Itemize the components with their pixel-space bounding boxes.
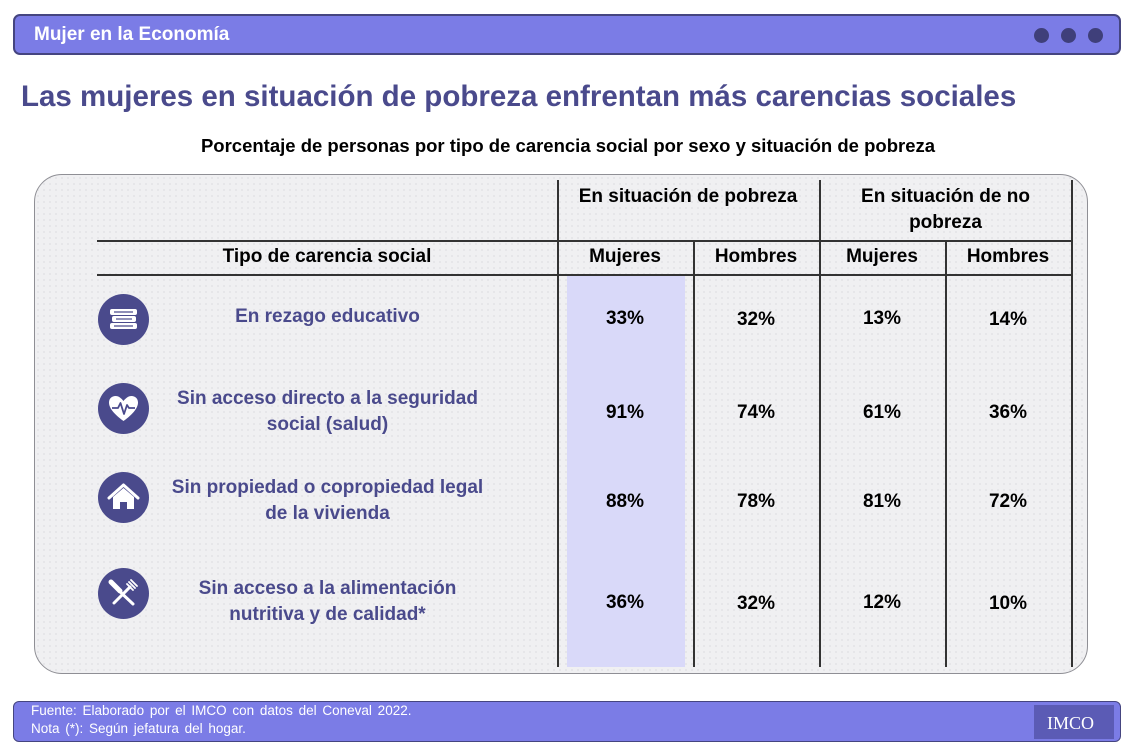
- table-cell: 36%: [605, 592, 645, 613]
- row-label: En rezago educativo: [235, 306, 420, 327]
- table-cell: 78%: [736, 491, 776, 512]
- house-icon: [98, 472, 149, 523]
- grid-line: [97, 240, 1072, 242]
- footnote: Nota (*): Según jefatura del hogar.: [31, 721, 246, 736]
- table-cell: 61%: [862, 402, 902, 423]
- grid-line: [945, 240, 947, 667]
- table-cell: 36%: [988, 402, 1028, 423]
- table-cell: 72%: [988, 491, 1028, 512]
- grid-line: [693, 240, 695, 667]
- grid-line: [1071, 180, 1073, 240]
- table-cell: 32%: [736, 309, 776, 330]
- grid-line: [1071, 240, 1073, 667]
- table-cell: 33%: [605, 308, 645, 329]
- books-icon: [98, 294, 149, 345]
- table-cell: 14%: [988, 309, 1028, 330]
- table-cell: 88%: [605, 491, 645, 512]
- row-label: Sin acceso directo a la seguridad social…: [177, 388, 478, 435]
- imco-logo: IMCO: [1034, 705, 1114, 739]
- table-cell: 12%: [862, 592, 902, 613]
- logo-text: IMCO: [1047, 713, 1095, 733]
- highlight-column: [567, 276, 685, 667]
- grid-line: [97, 274, 1072, 276]
- table-cell: 10%: [988, 593, 1028, 614]
- table-panel: [34, 174, 1088, 674]
- heart-pulse-icon: [98, 383, 149, 434]
- grid-line: [557, 180, 559, 667]
- column-header: Hombres: [966, 246, 1050, 267]
- group-header-pobreza: En situación de pobreza: [578, 186, 798, 207]
- row-label: Sin propiedad o copropiedad legal de la …: [171, 477, 484, 524]
- dot-icon: [1034, 28, 1049, 43]
- header-bar: Mujer en la Economía: [13, 14, 1121, 55]
- table-cell: 81%: [862, 491, 902, 512]
- dot-icon: [1061, 28, 1076, 43]
- grid-line: [819, 180, 821, 667]
- fork-knife-icon: [98, 568, 149, 619]
- table-cell: 91%: [605, 402, 645, 423]
- dot-icon: [1088, 28, 1103, 43]
- table-subtitle: Porcentaje de personas por tipo de caren…: [200, 135, 936, 156]
- table-cell: 13%: [862, 308, 902, 329]
- table-cell: 32%: [736, 593, 776, 614]
- row-label: Sin acceso a la alimentación nutritiva y…: [198, 578, 457, 625]
- column-header: Mujeres: [589, 246, 661, 267]
- row-header-label: Tipo de carencia social: [222, 246, 432, 267]
- header-title: Mujer en la Economía: [34, 24, 230, 45]
- source-note: Fuente: Elaborado por el IMCO con datos …: [31, 703, 412, 718]
- footer-bar: Fuente: Elaborado por el IMCO con datos …: [13, 701, 1121, 742]
- column-header: Hombres: [714, 246, 798, 267]
- table-cell: 74%: [736, 402, 776, 423]
- column-header: Mujeres: [846, 246, 918, 267]
- page-title: Las mujeres en situación de pobreza enfr…: [21, 80, 1017, 113]
- group-header-no-pobreza: En situación de no pobreza: [861, 186, 1030, 233]
